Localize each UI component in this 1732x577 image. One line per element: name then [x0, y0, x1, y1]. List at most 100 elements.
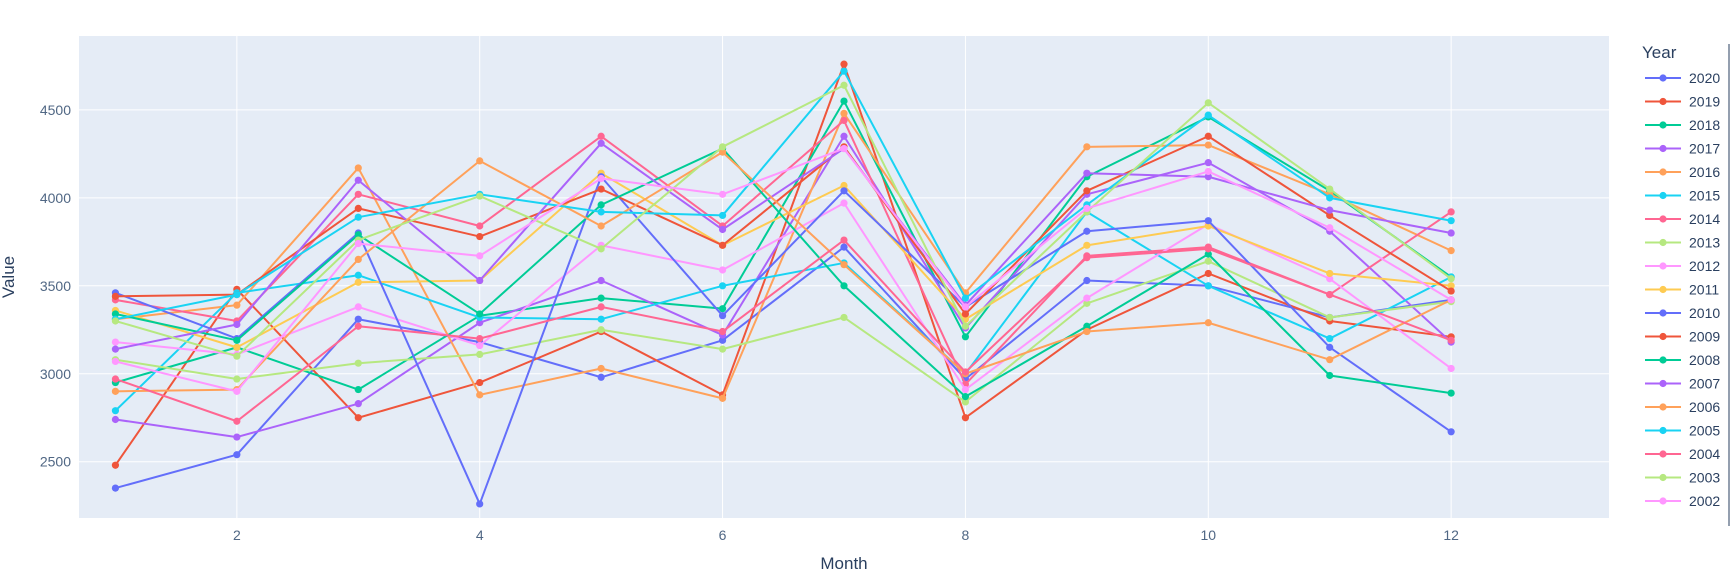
legend-item-2015[interactable]: 2015: [1645, 188, 1720, 204]
data-point[interactable]: [354, 231, 362, 239]
data-point[interactable]: [1083, 294, 1091, 302]
data-point[interactable]: [111, 461, 120, 469]
data-point[interactable]: [840, 199, 848, 207]
data-point[interactable]: [597, 315, 605, 323]
data-point[interactable]: [476, 378, 484, 387]
data-point[interactable]: [354, 385, 362, 394]
data-point[interactable]: [476, 342, 484, 350]
data-point[interactable]: [233, 375, 241, 383]
data-point[interactable]: [354, 322, 362, 330]
data-point[interactable]: [840, 109, 848, 118]
series-line-2007[interactable]: [115, 142, 1452, 351]
data-point[interactable]: [1204, 159, 1212, 167]
data-point[interactable]: [1447, 275, 1455, 283]
data-point[interactable]: [233, 433, 241, 441]
data-point[interactable]: [718, 211, 727, 220]
data-point[interactable]: [1204, 141, 1212, 149]
data-point[interactable]: [111, 310, 120, 318]
series-line-2003[interactable]: [115, 84, 1452, 358]
data-point[interactable]: [840, 181, 848, 190]
data-point[interactable]: [1204, 173, 1212, 181]
data-point[interactable]: [1326, 224, 1334, 232]
series-2002[interactable]: [111, 144, 1455, 395]
data-point[interactable]: [597, 245, 605, 253]
data-point[interactable]: [840, 81, 848, 89]
data-point[interactable]: [961, 310, 970, 318]
data-point[interactable]: [718, 143, 727, 151]
legend-item-2007[interactable]: 2007: [1645, 376, 1720, 392]
legend-item-2011[interactable]: 2011: [1645, 282, 1719, 298]
data-point[interactable]: [1204, 132, 1212, 140]
data-point[interactable]: [840, 60, 848, 68]
data-point[interactable]: [476, 391, 484, 399]
data-point[interactable]: [961, 385, 970, 394]
data-point[interactable]: [961, 393, 970, 401]
data-point[interactable]: [1326, 371, 1334, 380]
data-point[interactable]: [840, 97, 848, 105]
data-point[interactable]: [597, 364, 605, 373]
data-point[interactable]: [1447, 336, 1455, 344]
legend-item-2020[interactable]: 2020: [1645, 70, 1720, 86]
data-point[interactable]: [1083, 241, 1091, 249]
legend-item-2018[interactable]: 2018: [1645, 117, 1720, 133]
series-line-2019[interactable]: [114, 63, 1452, 466]
legend-item-2012[interactable]: 2012: [1645, 258, 1720, 274]
data-point[interactable]: [233, 320, 241, 329]
data-point[interactable]: [597, 208, 605, 216]
data-point[interactable]: [1083, 254, 1091, 262]
data-point[interactable]: [1447, 229, 1455, 237]
data-point[interactable]: [961, 303, 970, 311]
data-point[interactable]: [718, 190, 727, 198]
data-point[interactable]: [476, 222, 484, 230]
series-line-2015[interactable]: [114, 210, 1452, 412]
data-point[interactable]: [840, 243, 848, 251]
data-point[interactable]: [1204, 245, 1212, 253]
data-point[interactable]: [476, 192, 484, 200]
data-point[interactable]: [1326, 211, 1334, 220]
data-point[interactable]: [111, 415, 120, 424]
data-point[interactable]: [1447, 389, 1455, 397]
legend-item-2006[interactable]: 2006: [1645, 399, 1720, 415]
data-point[interactable]: [961, 398, 970, 406]
data-point[interactable]: [1447, 287, 1455, 295]
data-point[interactable]: [354, 271, 362, 279]
data-point[interactable]: [1447, 247, 1455, 255]
data-point[interactable]: [1447, 282, 1455, 290]
data-point[interactable]: [718, 241, 727, 249]
data-point[interactable]: [233, 343, 241, 351]
data-point[interactable]: [961, 414, 970, 422]
data-point[interactable]: [840, 187, 848, 195]
series-line-2008[interactable]: [115, 147, 1452, 398]
data-point[interactable]: [1083, 187, 1091, 195]
data-point[interactable]: [718, 225, 727, 234]
data-point[interactable]: [718, 345, 727, 353]
data-point[interactable]: [233, 301, 241, 309]
data-point[interactable]: [961, 322, 970, 330]
data-point[interactable]: [840, 236, 848, 244]
data-point[interactable]: [233, 290, 241, 299]
data-point[interactable]: [111, 484, 120, 492]
data-point[interactable]: [233, 417, 241, 425]
data-point[interactable]: [1204, 217, 1212, 225]
data-point[interactable]: [840, 261, 848, 269]
series-2006[interactable]: [111, 148, 1455, 395]
data-point[interactable]: [1204, 167, 1212, 176]
data-point[interactable]: [1326, 356, 1334, 364]
data-point[interactable]: [597, 303, 605, 311]
data-point[interactable]: [111, 387, 120, 395]
series-line-2004[interactable]: [115, 239, 1452, 423]
data-point[interactable]: [111, 338, 120, 346]
data-point[interactable]: [111, 357, 120, 366]
data-point[interactable]: [1204, 257, 1212, 265]
data-point[interactable]: [840, 116, 848, 125]
data-point[interactable]: [476, 334, 484, 343]
data-point[interactable]: [718, 266, 727, 274]
data-point[interactable]: [597, 276, 605, 285]
data-point[interactable]: [354, 164, 362, 172]
data-point[interactable]: [1326, 194, 1334, 202]
series-line-2002[interactable]: [115, 147, 1452, 393]
data-point[interactable]: [476, 319, 484, 327]
data-point[interactable]: [233, 387, 241, 395]
data-point[interactable]: [718, 282, 727, 290]
data-point[interactable]: [961, 294, 970, 302]
